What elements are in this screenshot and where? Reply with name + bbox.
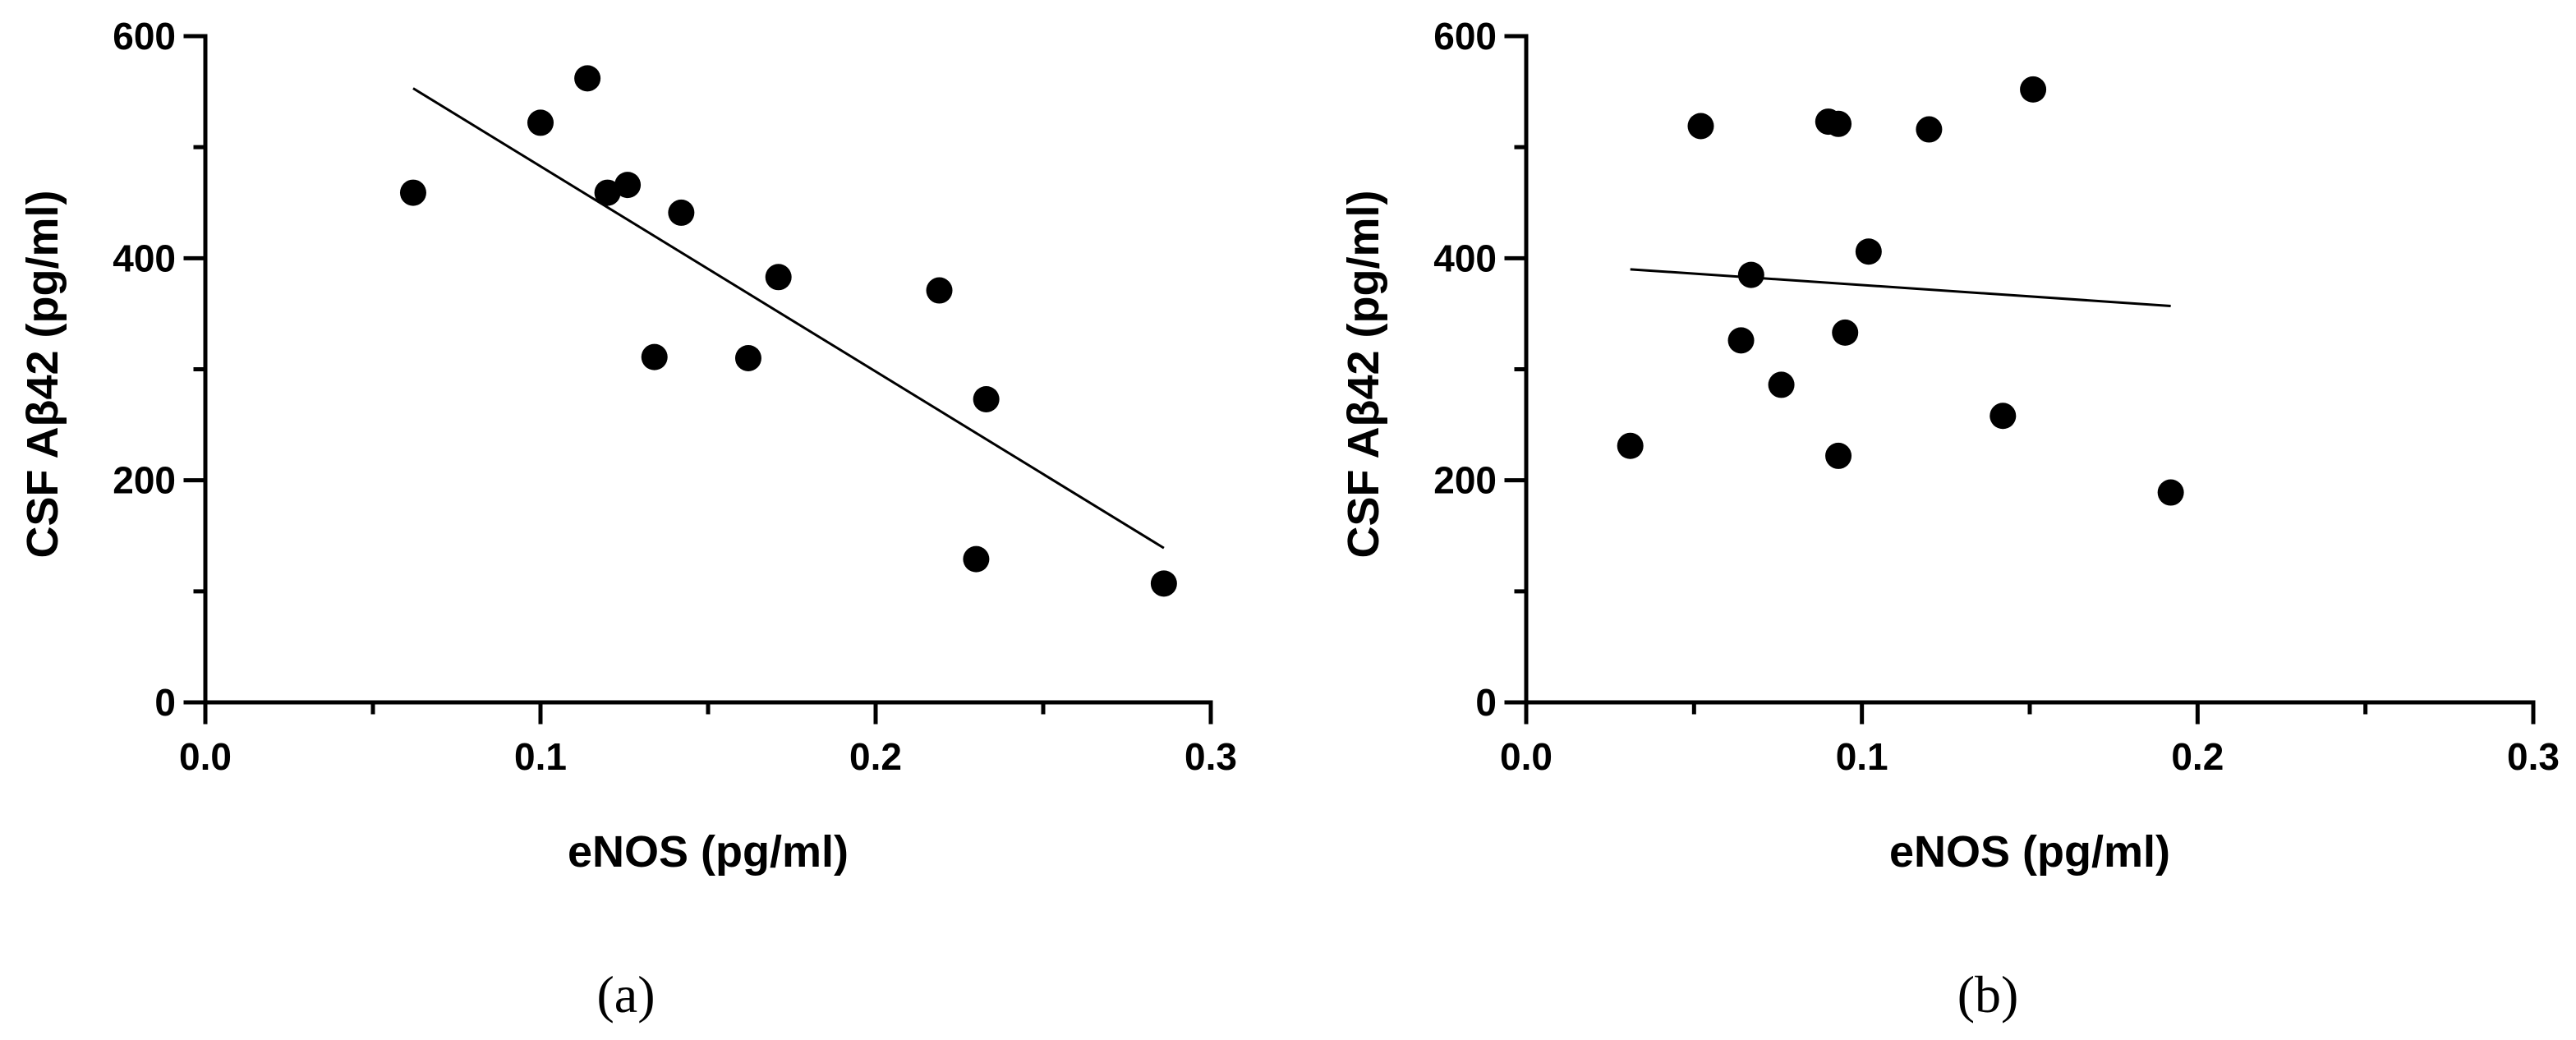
data-point	[668, 199, 695, 226]
y-tick-label: 0	[154, 681, 176, 724]
fit-line	[1630, 268, 2171, 307]
panel-a: 0 200 400 600 0.0 0.1 0.2 0.3 eNOS (pg/ml) CSF Aβ…	[18, 15, 1237, 1024]
y-axis-title: CSF Aβ42 (pg/ml)	[18, 191, 67, 559]
y-tick-label: 400	[1433, 237, 1497, 279]
data-point	[1150, 570, 1177, 597]
y-tick-label: 400	[113, 237, 176, 279]
data-point	[926, 277, 953, 304]
x-tick-label: 0.2	[2171, 735, 2224, 778]
data-point	[594, 179, 621, 206]
data-point	[574, 65, 601, 92]
data-point	[527, 109, 554, 136]
data-point	[1832, 319, 1859, 346]
panel-label: (b)	[1957, 965, 2019, 1024]
y-tick-label: 0	[1475, 681, 1497, 724]
x-tick-label: 0.2	[849, 735, 902, 778]
data-point	[1825, 442, 1852, 469]
fit-line	[412, 87, 1165, 550]
data-point	[1916, 116, 1943, 143]
data-point	[1727, 327, 1755, 354]
data-point	[1737, 261, 1764, 288]
panel-b: 0 200 400 600 0.0 0.1 0.2 0.3 eNOS (pg/ml) CSF Aβ…	[1339, 15, 2560, 1024]
data-point	[734, 344, 761, 371]
x-tick-label: 0.0	[1500, 735, 1552, 778]
x-axis-title: eNOS (pg/ml)	[568, 827, 849, 877]
x-tick-label: 0.0	[179, 735, 232, 778]
x-tick-label: 0.3	[2507, 735, 2560, 778]
data-point	[2020, 76, 2047, 103]
y-tick-label: 600	[1433, 15, 1497, 58]
data-point	[2157, 479, 2184, 506]
x-tick-label: 0.3	[1184, 735, 1237, 778]
data-point	[614, 172, 642, 199]
data-point	[1855, 238, 1882, 265]
data-point	[1990, 403, 2017, 430]
y-tick-label: 200	[1433, 459, 1497, 502]
panel-label: (a)	[596, 965, 655, 1024]
y-tick-label: 600	[113, 15, 176, 58]
data-point	[641, 343, 668, 370]
data-point	[963, 545, 990, 573]
data-point	[1617, 432, 1644, 459]
data-point	[1687, 113, 1714, 140]
x-tick-label: 0.1	[514, 735, 567, 778]
data-point	[973, 385, 1000, 412]
x-tick-label: 0.1	[1836, 735, 1888, 778]
data-point	[399, 179, 426, 206]
x-axis-title: eNOS (pg/ml)	[1889, 827, 2170, 877]
data-point	[1825, 110, 1852, 137]
data-point	[1768, 371, 1795, 398]
data-point	[765, 264, 792, 291]
y-axis-title: CSF Aβ42 (pg/ml)	[1339, 191, 1388, 559]
y-tick-label: 200	[113, 459, 176, 502]
